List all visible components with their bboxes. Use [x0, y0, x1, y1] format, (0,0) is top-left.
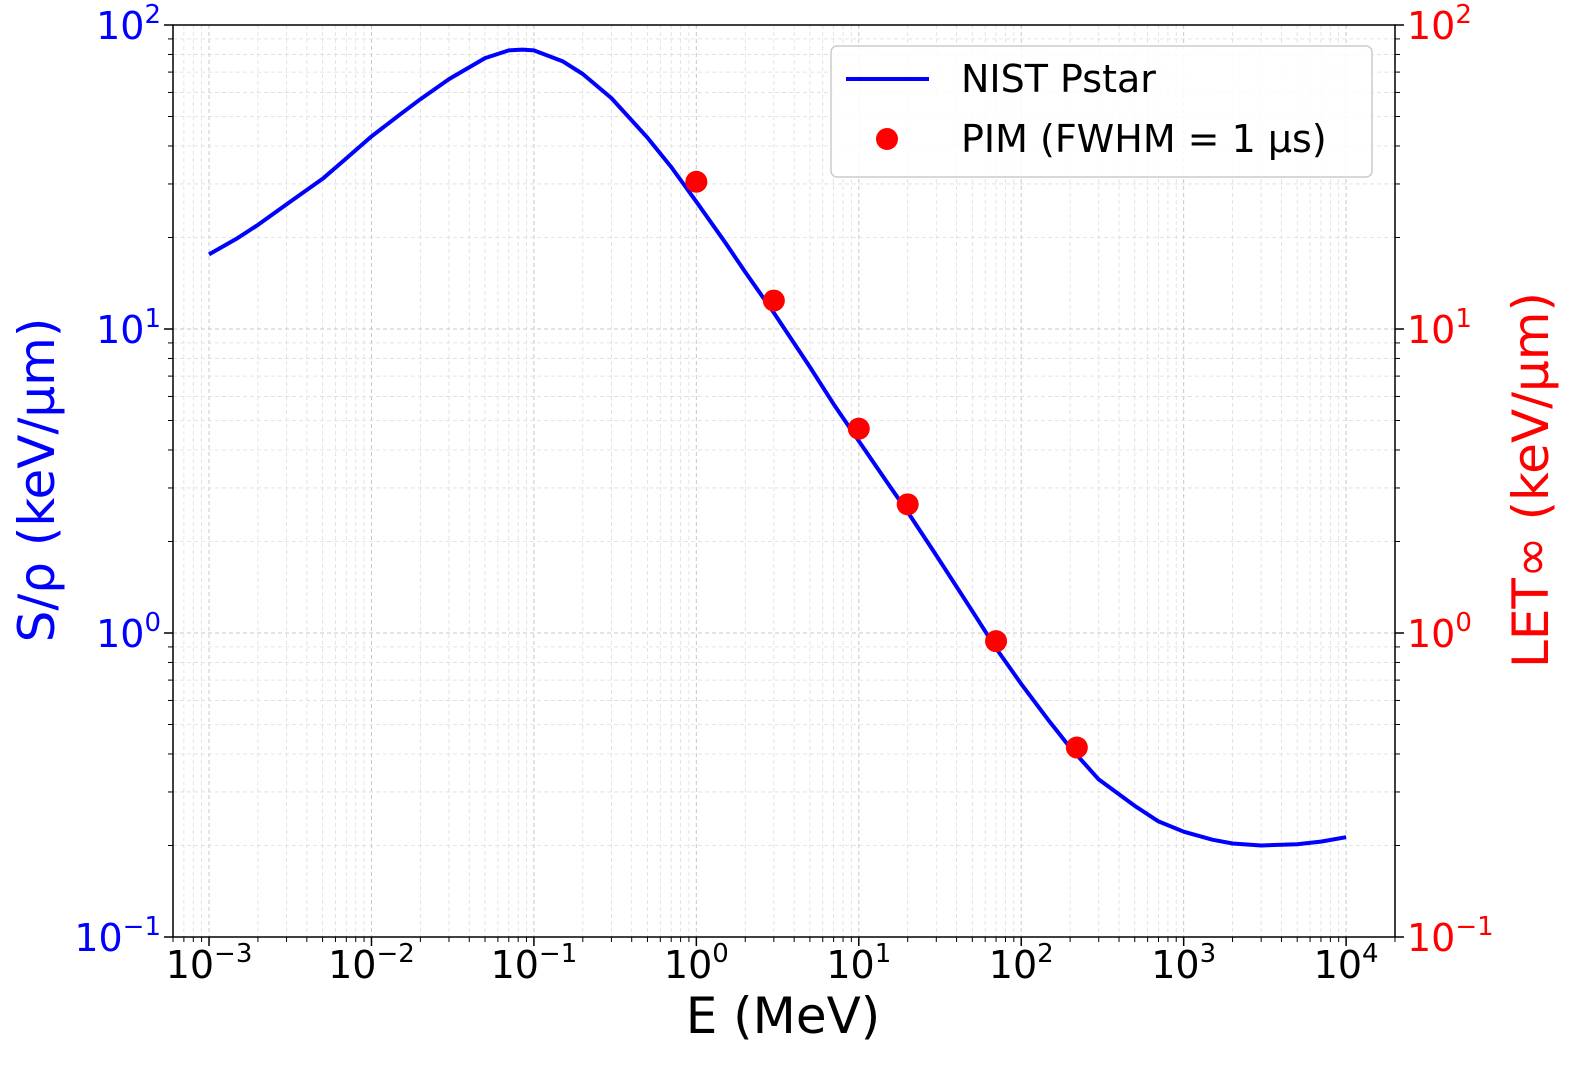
x-tick-label: 100 [664, 939, 729, 987]
data-point-pim [896, 493, 919, 516]
legend-label-pim: PIM (FWHM = 1 μs) [961, 117, 1327, 161]
x-tick-label: 103 [1151, 939, 1216, 987]
legend: NIST Pstar PIM (FWHM = 1 μs) [830, 45, 1373, 178]
data-point-pim [847, 417, 870, 440]
x-axis-title: E (MeV) [686, 987, 881, 1045]
legend-marker-swatch [876, 128, 898, 150]
y-axis-title-right: LET∞ (keV/μm) [1502, 292, 1560, 668]
y-right-tick-label: 100 [1407, 608, 1472, 656]
x-tick-label: 10−1 [491, 939, 578, 987]
x-tick-label: 10−3 [166, 939, 253, 987]
x-tick-label: 102 [989, 939, 1054, 987]
y-left-tick-label: 10−1 [74, 912, 161, 960]
data-point-pim [685, 170, 708, 193]
y-axis-title-left: S/ρ (keV/μm) [8, 318, 66, 643]
x-tick-label: 104 [1314, 939, 1379, 987]
x-tick-label: 101 [826, 939, 891, 987]
plot-border [172, 24, 1396, 938]
y-left-tick-label: 102 [96, 0, 161, 48]
series-layer [208, 47, 1347, 848]
legend-frame [830, 45, 1373, 178]
data-point-pim [985, 630, 1008, 653]
plot-frame [168, 24, 1400, 942]
y-left-tick-label: 100 [96, 608, 161, 656]
x-tick-label: 10−2 [328, 939, 415, 987]
y-right-tick-label: 102 [1407, 0, 1472, 48]
y-left-tick-label: 101 [96, 304, 161, 352]
data-point-pim [1065, 736, 1088, 759]
y-axis-right: 10−1 100 101 102 [1395, 0, 1494, 960]
data-point-pim [762, 289, 785, 312]
legend-label-nist: NIST Pstar [961, 57, 1156, 101]
y-axis-left: 10−1 100 101 102 [74, 0, 173, 960]
y-right-tick-label: 101 [1407, 304, 1472, 352]
y-right-tick-label: 10−1 [1407, 912, 1494, 960]
series-line-nist-pstar [208, 47, 1347, 848]
x-axis: 10−3 10−2 10−1 100 101 102 103 104 [166, 937, 1379, 987]
